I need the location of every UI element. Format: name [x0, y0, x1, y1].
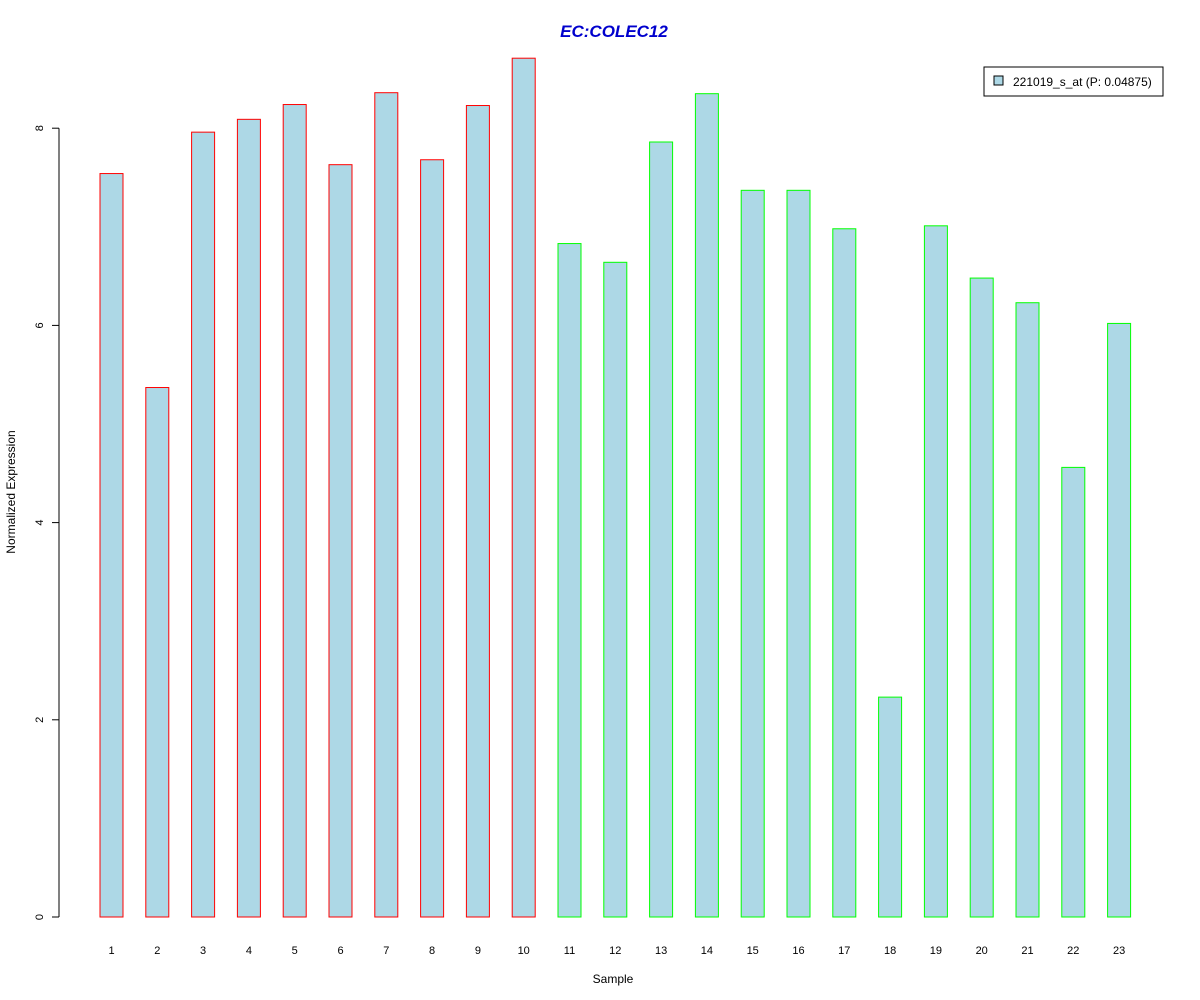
- bar-sample-3: [191, 131, 216, 918]
- legend-swatch: [993, 75, 1004, 86]
- x-tick-label: 14: [701, 945, 713, 957]
- y-tick-label: 0: [34, 914, 46, 920]
- y-axis-label: Normalized Expression: [4, 430, 18, 553]
- x-tick-label: 6: [337, 945, 343, 957]
- bar-sample-4: [236, 118, 261, 918]
- y-axis: 0 2 4 6 8: [34, 125, 60, 920]
- y-tick-label: 8: [34, 125, 46, 131]
- x-axis-label: Sample: [593, 972, 634, 986]
- x-tick-label: 18: [884, 945, 896, 957]
- x-tick-label: 8: [429, 945, 435, 957]
- x-tick-label: 15: [747, 945, 759, 957]
- x-tick-label: 23: [1113, 945, 1125, 957]
- x-tick-label: 9: [475, 945, 481, 957]
- bar-sample-2: [145, 387, 170, 918]
- bar-sample-7: [374, 92, 399, 918]
- x-tick-labels: 1 2 3 4 5 6 7 8 9 10 11 12 13 14 15 16 17 18 19 20 21 22 23: [108, 945, 1125, 957]
- bar-sample-21: [1015, 302, 1040, 918]
- bar-sample-22: [1061, 466, 1086, 918]
- bars: [99, 57, 1132, 918]
- x-tick-label: 17: [838, 945, 850, 957]
- x-tick-label: 5: [292, 945, 298, 957]
- x-tick-label: 13: [655, 945, 667, 957]
- bar-sample-18: [878, 696, 903, 918]
- legend-box: [983, 66, 1164, 97]
- x-tick-label: 11: [564, 945, 575, 957]
- x-tick-label: 2: [154, 945, 160, 957]
- chart-title: EC:COLEC12: [560, 22, 668, 41]
- x-tick-label: 1: [108, 945, 114, 957]
- y-tick-label: 4: [34, 520, 46, 526]
- bar-sample-15: [740, 189, 765, 918]
- x-tick-label: 3: [200, 945, 206, 957]
- bar-sample-9: [465, 105, 490, 918]
- bar-sample-11: [557, 243, 582, 918]
- x-tick-label: 20: [976, 945, 988, 957]
- bar-sample-19: [923, 225, 948, 918]
- bar-sample-16: [786, 189, 811, 918]
- bar-sample-1: [99, 173, 124, 918]
- bar-sample-6: [328, 164, 353, 918]
- bar-sample-23: [1107, 322, 1132, 918]
- bar-sample-14: [694, 93, 719, 918]
- y-tick-label: 2: [34, 717, 46, 723]
- bar-sample-20: [969, 277, 994, 918]
- x-tick-label: 12: [609, 945, 621, 957]
- bar-sample-17: [832, 228, 857, 918]
- bar-sample-5: [282, 104, 307, 918]
- y-tick-label: 6: [34, 322, 46, 328]
- bar-sample-12: [603, 261, 628, 918]
- bar-sample-13: [649, 141, 674, 918]
- x-tick-label: 21: [1021, 945, 1033, 957]
- x-tick-label: 7: [383, 945, 389, 957]
- bar-sample-10: [511, 57, 536, 918]
- x-tick-label: 10: [518, 945, 530, 957]
- x-tick-label: 16: [792, 945, 804, 957]
- legend: 221019_s_at (P: 0.04875): [983, 66, 1164, 97]
- bar-sample-8: [420, 159, 445, 918]
- legend-label: 221019_s_at (P: 0.04875): [1013, 75, 1152, 89]
- x-tick-label: 4: [246, 945, 252, 957]
- x-tick-label: 19: [930, 945, 942, 957]
- x-tick-label: 22: [1067, 945, 1079, 957]
